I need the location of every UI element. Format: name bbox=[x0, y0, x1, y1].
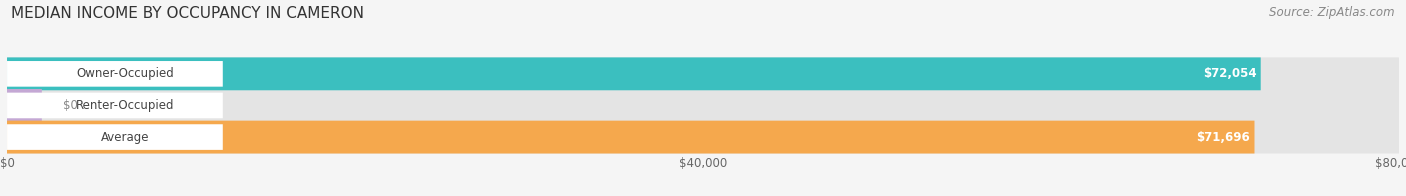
FancyBboxPatch shape bbox=[7, 89, 42, 122]
Text: Source: ZipAtlas.com: Source: ZipAtlas.com bbox=[1270, 6, 1395, 19]
Text: Renter-Occupied: Renter-Occupied bbox=[76, 99, 174, 112]
FancyBboxPatch shape bbox=[7, 61, 222, 87]
FancyBboxPatch shape bbox=[7, 57, 1399, 90]
Text: $72,054: $72,054 bbox=[1204, 67, 1257, 80]
Text: $0: $0 bbox=[63, 99, 77, 112]
Text: Owner-Occupied: Owner-Occupied bbox=[76, 67, 174, 80]
Text: $71,696: $71,696 bbox=[1197, 131, 1250, 144]
FancyBboxPatch shape bbox=[7, 121, 1254, 153]
Text: MEDIAN INCOME BY OCCUPANCY IN CAMERON: MEDIAN INCOME BY OCCUPANCY IN CAMERON bbox=[11, 6, 364, 21]
FancyBboxPatch shape bbox=[7, 93, 222, 118]
FancyBboxPatch shape bbox=[7, 57, 1261, 90]
FancyBboxPatch shape bbox=[7, 121, 1399, 153]
Text: Average: Average bbox=[101, 131, 149, 144]
FancyBboxPatch shape bbox=[7, 89, 1399, 122]
FancyBboxPatch shape bbox=[7, 124, 222, 150]
